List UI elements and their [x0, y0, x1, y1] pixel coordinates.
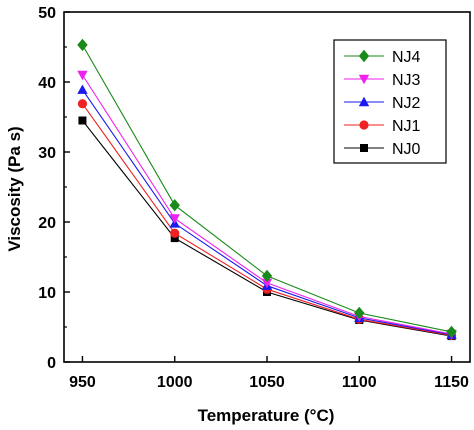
- data-point-nj2: [77, 84, 88, 94]
- legend-marker-nj0: [360, 144, 368, 152]
- y-tick-label: 30: [38, 145, 56, 162]
- legend-label-nj4: NJ4: [392, 49, 421, 66]
- data-point-nj4: [354, 306, 365, 320]
- data-point-nj4: [261, 269, 273, 283]
- legend-marker-nj2: [358, 96, 370, 107]
- legend-marker-nj4: [358, 49, 370, 63]
- data-point-nj4: [169, 199, 180, 212]
- series-layer: [77, 38, 457, 341]
- legend-label-nj1: NJ1: [392, 118, 421, 135]
- y-tick-label: 50: [38, 5, 56, 22]
- data-point-nj1: [77, 99, 88, 109]
- legend-label-nj2: NJ2: [392, 95, 421, 112]
- axes: 950 1000 1050 1100 1150 0 10 20 30 40 50: [38, 5, 471, 391]
- x-tick-label: 950: [69, 374, 96, 391]
- y-tick-label: 20: [38, 215, 56, 232]
- series-nj4: [77, 38, 457, 339]
- y-tick-label: 10: [38, 285, 56, 302]
- data-point-nj4: [446, 325, 457, 339]
- data-point-nj3: [77, 70, 88, 81]
- legend-label-nj0: NJ0: [392, 141, 421, 158]
- data-point-nj3: [261, 278, 273, 289]
- x-tick-label: 1000: [157, 374, 193, 391]
- data-point-nj4: [77, 38, 88, 52]
- y-tick-label: 40: [38, 75, 56, 92]
- legend-label-nj3: NJ3: [392, 72, 421, 89]
- x-tick-label: 1100: [342, 374, 377, 391]
- data-point-nj1: [170, 228, 180, 238]
- legend-marker-nj1: [359, 120, 369, 130]
- legend: NJ4 NJ3 NJ2 NJ1 NJ0: [333, 39, 447, 164]
- x-tick-label: 1150: [434, 374, 469, 391]
- x-axis-title: Temperature (°C): [198, 406, 335, 425]
- x-tick-label: 1050: [249, 374, 285, 391]
- y-tick-label: 0: [47, 355, 56, 372]
- data-point-nj0: [78, 116, 87, 125]
- legend-marker-nj3: [358, 74, 370, 85]
- data-point-nj0: [170, 234, 179, 243]
- data-point-nj3: [169, 214, 180, 224]
- y-axis-title: Viscosity (Pa s): [5, 126, 24, 251]
